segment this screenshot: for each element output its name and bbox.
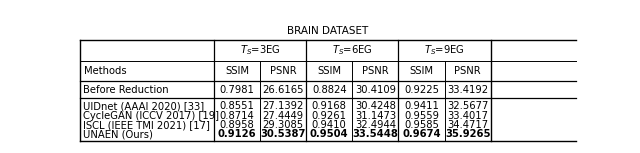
Text: 0.9504: 0.9504 (310, 129, 349, 139)
Text: 0.7981: 0.7981 (220, 85, 255, 95)
Text: PSNR: PSNR (362, 66, 388, 76)
Text: 32.5677: 32.5677 (447, 101, 488, 111)
Text: 31.1473: 31.1473 (355, 111, 396, 121)
Text: 27.1392: 27.1392 (262, 101, 304, 111)
Text: 27.4449: 27.4449 (262, 111, 303, 121)
Text: Methods: Methods (84, 66, 127, 76)
Text: 30.4248: 30.4248 (355, 101, 396, 111)
Text: 29.3085: 29.3085 (262, 120, 303, 130)
Text: $T_S$=3EG: $T_S$=3EG (239, 43, 280, 57)
Text: 35.9265: 35.9265 (445, 129, 490, 139)
Text: 0.8551: 0.8551 (220, 101, 255, 111)
Text: BRAIN DATASET: BRAIN DATASET (287, 26, 369, 36)
Text: 32.4944: 32.4944 (355, 120, 396, 130)
Text: 33.4017: 33.4017 (447, 111, 488, 121)
Text: 0.9585: 0.9585 (404, 120, 439, 130)
Text: SSIM: SSIM (225, 66, 249, 76)
Text: 0.8714: 0.8714 (220, 111, 254, 121)
Text: 30.5387: 30.5387 (260, 129, 306, 139)
Text: 0.9168: 0.9168 (312, 101, 347, 111)
Text: UNAEN (Ours): UNAEN (Ours) (83, 129, 153, 139)
Text: $T_S$=6EG: $T_S$=6EG (332, 43, 372, 57)
Text: PSNR: PSNR (454, 66, 481, 76)
Text: 34.4717: 34.4717 (447, 120, 488, 130)
Text: 0.8958: 0.8958 (220, 120, 254, 130)
Text: 26.6165: 26.6165 (262, 85, 304, 95)
Text: CycleGAN (ICCV 2017) [19]: CycleGAN (ICCV 2017) [19] (83, 111, 219, 121)
Text: ISCL (IEEE TMI 2021) [17]: ISCL (IEEE TMI 2021) [17] (83, 120, 210, 130)
Text: 33.4192: 33.4192 (447, 85, 488, 95)
Text: 0.9410: 0.9410 (312, 120, 347, 130)
Text: 0.9225: 0.9225 (404, 85, 439, 95)
Text: SSIM: SSIM (317, 66, 341, 76)
Text: 30.4109: 30.4109 (355, 85, 396, 95)
Text: PSNR: PSNR (270, 66, 296, 76)
Text: UIDnet (AAAI 2020) [33]: UIDnet (AAAI 2020) [33] (83, 101, 204, 111)
Text: 0.9411: 0.9411 (404, 101, 439, 111)
Text: 0.9674: 0.9674 (402, 129, 441, 139)
Text: 33.5448: 33.5448 (353, 129, 398, 139)
Text: 0.8824: 0.8824 (312, 85, 346, 95)
Text: 0.9559: 0.9559 (404, 111, 439, 121)
Text: SSIM: SSIM (410, 66, 433, 76)
Text: $T_S$=9EG: $T_S$=9EG (424, 43, 465, 57)
Text: 0.9126: 0.9126 (218, 129, 256, 139)
Text: Before Reduction: Before Reduction (83, 85, 168, 95)
Text: 0.9261: 0.9261 (312, 111, 347, 121)
